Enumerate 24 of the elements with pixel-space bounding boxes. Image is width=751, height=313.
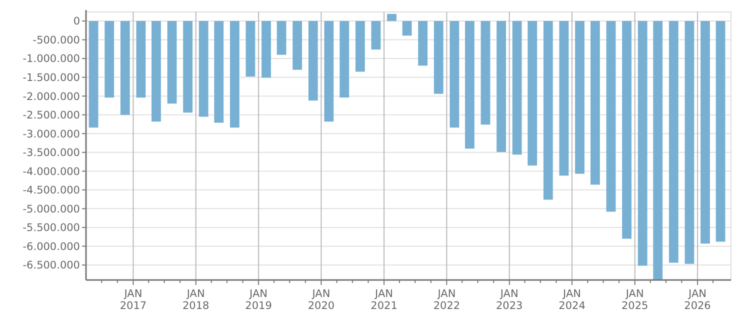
- y-tick-label: -2.500.000: [22, 110, 80, 122]
- y-tick-label: -500.000: [32, 34, 80, 46]
- y-tick-label: -5.500.000: [22, 222, 80, 234]
- y-tick-label: -4.500.000: [22, 184, 80, 197]
- y-tick-label: -5.000.000: [22, 203, 80, 216]
- x-tick-label: JAN 2022: [433, 288, 460, 312]
- y-tick-label: -1.500.000: [22, 72, 80, 84]
- x-tick-label: JAN 2018: [182, 288, 210, 312]
- y-tick-label: -6.000.000: [22, 240, 80, 253]
- x-tick-label: JAN 2024: [558, 288, 586, 312]
- y-tick-label: -2.000.000: [22, 90, 80, 103]
- y-tick-label: 0: [73, 16, 80, 28]
- x-tick-label: JAN 2021: [370, 288, 398, 312]
- x-tick-label: JAN 2019: [245, 288, 272, 312]
- x-tick-label: JAN 2023: [496, 288, 523, 312]
- x-tick-label: JAN 2020: [308, 288, 335, 312]
- x-tick-label: JAN 2026: [684, 288, 712, 312]
- y-tick-label: -4.000.000: [22, 166, 80, 178]
- y-tick-label: -3.500.000: [22, 147, 80, 160]
- x-tick-label: JAN 2017: [120, 288, 147, 312]
- y-tick-label: -6.500.000: [22, 260, 80, 272]
- y-tick-label: -3.000.000: [22, 128, 80, 140]
- y-tick-label: -1.000.000: [22, 53, 80, 66]
- x-tick-label: JAN 2025: [621, 288, 648, 312]
